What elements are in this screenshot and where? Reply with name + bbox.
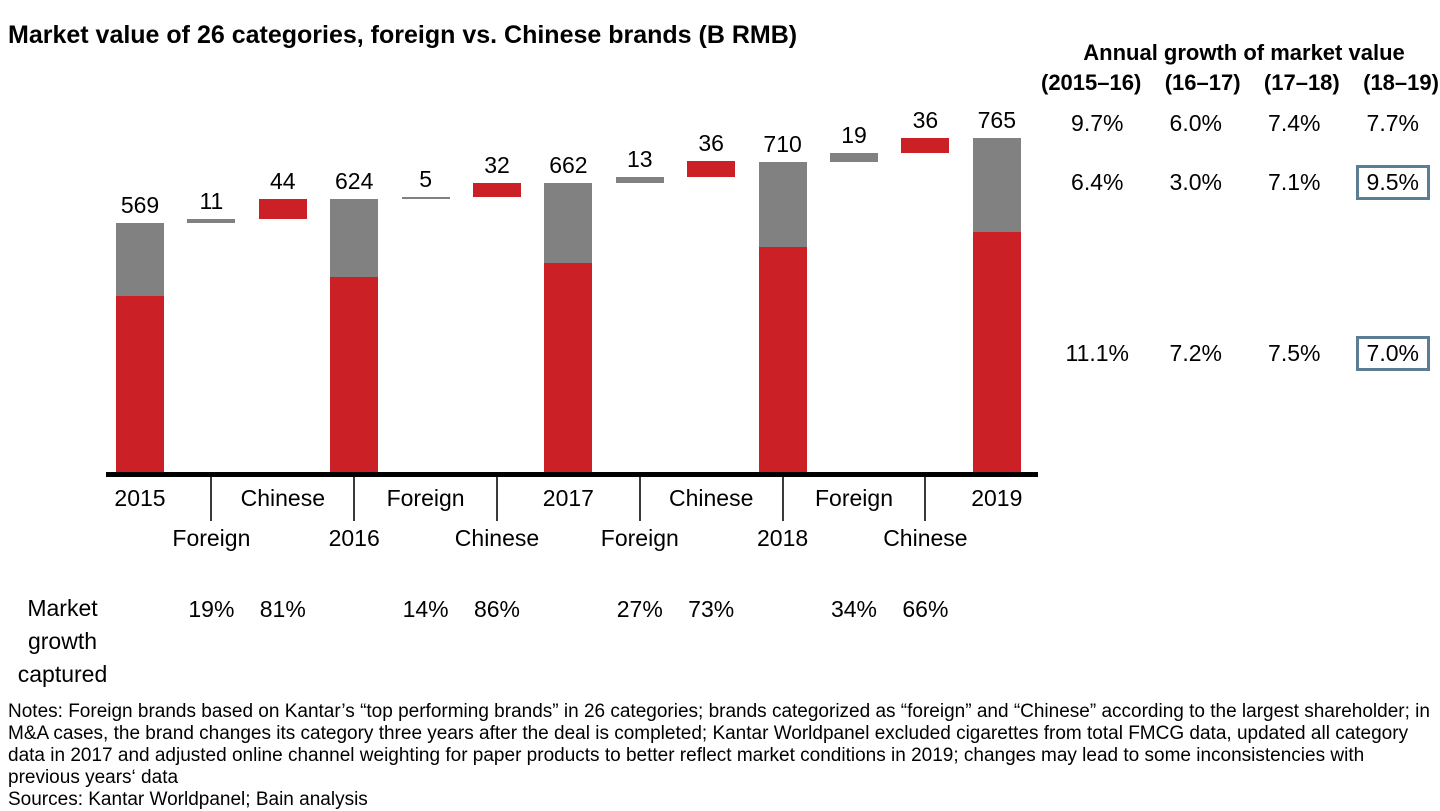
bar-2017-foreign-segment [544,183,592,263]
axis-label-2019: 2019 [952,484,1042,512]
axis-label-chinese: Chinese [452,524,542,552]
growth-cell: 11.1% [1048,333,1147,373]
annual-growth-column-headers: (2015–16) (16–17) (17–18) (18–19) [1041,70,1439,96]
growth-value: 6.0% [1170,110,1222,137]
growth-cell: 9.7% [1048,103,1147,143]
axis-label-2015: 2015 [95,484,185,512]
growth-value: 7.4% [1268,110,1320,137]
captured-pct-foreign: 27% [600,596,680,622]
captured-pct-chinese: 66% [885,596,965,622]
axis-label-2016: 2016 [309,524,399,552]
growth-bar-chinese-label: 32 [457,152,537,178]
notes-text: Notes: Foreign brands based on Kantar’s … [8,701,1436,789]
growth-bar-chinese [259,199,307,218]
bar-total-label: 569 [100,192,180,218]
sources-text: Sources: Kantar Worldpanel; Bain analysi… [8,789,1436,811]
growth-row-total-market: 9.7% 6.0% 7.4% 7.7% [1048,103,1440,143]
axis-label-chinese: Chinese [666,484,756,512]
captured-pct-foreign: 19% [171,596,251,622]
growth-value-highlighted: 7.0% [1356,336,1430,371]
growth-bar-foreign-label: 13 [600,146,680,172]
axis-tick [782,477,784,521]
bar-2017-chinese-segment [544,263,592,472]
axis-tick [924,477,926,521]
growth-value: 7.7% [1367,110,1419,137]
axis-label-foreign: Foreign [809,484,899,512]
bar-total-label: 710 [743,131,823,157]
axis-label-2017: 2017 [523,484,613,512]
growth-value: 3.0% [1170,169,1222,196]
axis-tick [639,477,641,521]
growth-bar-chinese [901,138,949,154]
column-header: (17–18) [1264,70,1340,96]
growth-cell: 7.5% [1245,333,1344,373]
bar-2019-chinese-segment [973,232,1021,472]
growth-value: 7.1% [1268,169,1320,196]
growth-bar-foreign-label: 19 [814,122,894,148]
growth-value: 9.7% [1071,110,1123,137]
bar-total-label: 662 [528,152,608,178]
growth-cell: 6.4% [1048,162,1147,202]
growth-row-chinese-brands: 11.1% 7.2% 7.5% 7.0% [1048,333,1440,373]
axis-label-chinese: Chinese [880,524,970,552]
axis-label-foreign: Foreign [381,484,471,512]
bar-2019-foreign-segment [973,138,1021,232]
bar-2015-chinese-segment [116,296,164,472]
captured-pct-foreign: 14% [386,596,466,622]
column-header: (18–19) [1363,70,1439,96]
axis-tick [353,477,355,521]
chart-title: Market value of 26 categories, foreign v… [8,21,797,50]
growth-bar-foreign-label: 11 [171,188,251,214]
growth-bar-foreign [616,177,664,183]
axis-tick [496,477,498,521]
market-growth-captured-label: Market growth captured [0,592,125,691]
growth-bar-foreign-label: 5 [386,166,466,192]
bar-2018-foreign-segment [759,162,807,248]
growth-bar-chinese-label: 36 [885,107,965,133]
growth-bar-foreign [187,219,235,224]
growth-bar-chinese [687,161,735,177]
bar-2015-foreign-segment [116,223,164,296]
growth-row-foreign-brands: 6.4% 3.0% 7.1% 9.5% [1048,162,1440,202]
x-axis-baseline [106,472,1038,477]
growth-cell: 6.0% [1147,103,1246,143]
column-header: (16–17) [1165,70,1241,96]
bar-2018-chinese-segment [759,247,807,472]
growth-bar-chinese [473,183,521,197]
growth-value-highlighted: 9.5% [1356,165,1430,200]
axis-label-foreign: Foreign [166,524,256,552]
growth-cell: 3.0% [1147,162,1246,202]
axis-label-2018: 2018 [738,524,828,552]
bar-2016-chinese-segment [330,277,378,472]
growth-cell: 9.5% [1344,162,1440,202]
captured-pct-chinese: 81% [243,596,323,622]
growth-cell: 7.1% [1245,162,1344,202]
growth-value: 11.1% [1065,340,1129,367]
growth-value: 7.2% [1170,340,1222,367]
bar-2016-foreign-segment [330,199,378,277]
growth-bar-foreign [830,153,878,161]
annual-growth-panel-title: Annual growth of market value [1048,40,1440,66]
captured-pct-chinese: 86% [457,596,537,622]
axis-label-chinese: Chinese [238,484,328,512]
captured-pct-chinese: 73% [671,596,751,622]
bar-total-label: 624 [314,168,394,194]
growth-cell: 7.2% [1147,333,1246,373]
growth-value: 6.4% [1071,169,1123,196]
column-header: (2015–16) [1041,70,1141,96]
growth-bar-chinese-label: 44 [243,168,323,194]
captured-pct-foreign: 34% [814,596,894,622]
growth-cell: 7.7% [1344,103,1440,143]
axis-tick [210,477,212,521]
axis-label-foreign: Foreign [595,524,685,552]
bar-total-label: 765 [957,107,1037,133]
footer: Notes: Foreign brands based on Kantar’s … [8,701,1436,811]
growth-cell: 7.4% [1245,103,1344,143]
growth-value: 7.5% [1268,340,1320,367]
growth-bar-foreign [402,197,450,199]
growth-bar-chinese-label: 36 [671,130,751,156]
growth-cell: 7.0% [1344,333,1440,373]
